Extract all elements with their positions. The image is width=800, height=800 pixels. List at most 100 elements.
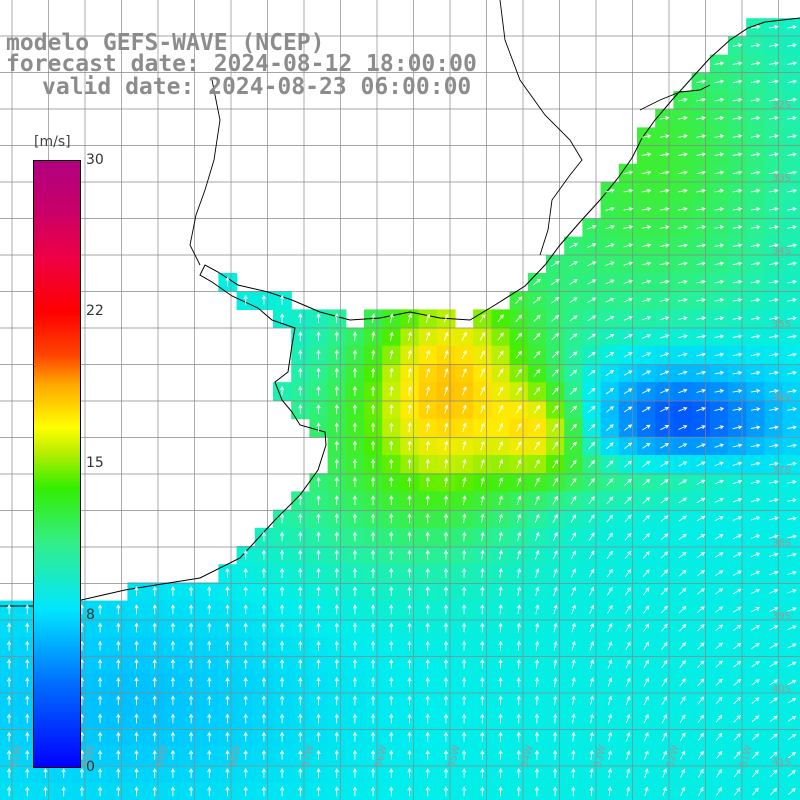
wind-arrow xyxy=(316,549,321,560)
wind-arrow xyxy=(769,479,779,485)
wind-arrow xyxy=(280,294,285,305)
wind-arrow xyxy=(769,661,779,667)
wind-arrow xyxy=(659,206,670,212)
wind-arrow xyxy=(407,640,412,651)
lat-label: 36S xyxy=(772,392,791,403)
wind-arrow xyxy=(280,677,285,687)
wind-arrow xyxy=(316,567,321,578)
wind-arrow xyxy=(334,749,339,760)
wind-arrow xyxy=(515,350,523,359)
wind-arrow xyxy=(407,695,412,706)
wind-arrow xyxy=(407,586,412,596)
wind-arrow xyxy=(498,622,503,633)
wind-arrow xyxy=(732,588,742,595)
wind-arrow xyxy=(498,495,503,505)
wind-arrow xyxy=(98,640,103,651)
wind-arrow xyxy=(352,677,357,687)
wind-arrow xyxy=(605,243,615,248)
wind-arrow xyxy=(551,369,559,377)
wind-arrow xyxy=(243,567,248,578)
wind-arrow xyxy=(389,749,394,760)
wind-arrow xyxy=(714,316,725,321)
wind-arrow xyxy=(389,549,394,560)
wind-arrow xyxy=(116,622,121,633)
wind-arrow xyxy=(480,768,485,778)
wind-arrow xyxy=(516,731,521,742)
wind-arrow xyxy=(678,225,688,230)
wind-arrow xyxy=(280,749,285,760)
wind-arrow xyxy=(7,658,12,669)
wind-arrow xyxy=(243,640,248,651)
wind-arrow xyxy=(696,297,707,303)
wind-arrow xyxy=(407,404,412,415)
wind-arrow xyxy=(316,404,321,414)
wind-arrow xyxy=(714,79,725,84)
wind-arrow xyxy=(535,604,540,615)
title-forecast-date: forecast date: 2024-08-12 18:00:00 xyxy=(6,51,477,77)
wind-arrow xyxy=(170,749,175,760)
wind-arrow xyxy=(661,623,668,632)
wind-arrow xyxy=(625,605,631,614)
wind-arrow xyxy=(732,206,743,212)
wind-arrow xyxy=(696,570,706,577)
wind-arrow xyxy=(769,679,779,686)
wind-arrow xyxy=(461,331,467,341)
wind-arrow xyxy=(659,152,670,157)
wind-arrow xyxy=(7,640,12,651)
wind-arrow xyxy=(425,513,430,524)
wind-arrow xyxy=(625,641,631,651)
wind-arrow xyxy=(588,568,595,578)
wind-arrow xyxy=(624,478,632,486)
wind-arrow xyxy=(261,695,266,706)
wind-arrow xyxy=(570,441,577,450)
wind-arrow xyxy=(678,316,688,321)
wind-arrow xyxy=(553,713,558,724)
wind-arrow xyxy=(571,586,576,596)
wind-arrow xyxy=(407,731,412,742)
wind-arrow xyxy=(588,496,595,505)
wind-arrow xyxy=(462,567,467,578)
wind-arrow xyxy=(462,513,467,524)
wind-arrow xyxy=(352,440,357,451)
wind-arrow xyxy=(316,677,321,687)
wind-arrow xyxy=(714,297,725,303)
wind-arrow xyxy=(570,550,576,560)
wind-arrow xyxy=(480,731,485,742)
wind-arrow xyxy=(624,424,633,431)
wind-arrow xyxy=(751,679,760,686)
wind-arrow xyxy=(461,368,467,378)
colorbar-tick-22: 22 xyxy=(86,303,104,319)
wind-arrow xyxy=(732,425,743,430)
wind-arrow xyxy=(316,422,321,433)
wind-arrow xyxy=(732,152,743,157)
wind-arrow xyxy=(371,385,376,396)
wind-arrow xyxy=(516,622,521,633)
wind-arrow xyxy=(61,768,66,778)
wind-arrow xyxy=(316,731,321,742)
wind-arrow xyxy=(551,296,560,304)
wind-arrow xyxy=(389,458,394,469)
wind-arrow xyxy=(696,115,707,121)
wind-arrow xyxy=(569,369,578,377)
wind-arrow xyxy=(316,749,321,760)
wind-arrow xyxy=(407,713,412,724)
wind-arrow xyxy=(462,404,467,414)
wind-arrow xyxy=(698,786,704,796)
wind-arrow xyxy=(733,715,741,723)
wind-arrow xyxy=(425,658,430,669)
wind-arrow xyxy=(659,170,670,175)
wind-arrow xyxy=(787,715,797,722)
wind-arrow xyxy=(768,516,779,521)
wind-arrow xyxy=(659,225,670,230)
wind-arrow xyxy=(352,513,357,524)
wind-arrow xyxy=(79,768,84,778)
wind-arrow xyxy=(623,261,634,266)
wind-arrow xyxy=(152,731,157,742)
wind-arrow xyxy=(714,115,725,121)
wind-arrow xyxy=(624,568,632,578)
wind-arrow xyxy=(134,713,139,724)
wind-arrow xyxy=(170,622,175,633)
wind-arrow xyxy=(679,696,686,705)
wind-arrow xyxy=(480,531,485,542)
wind-arrow xyxy=(569,351,578,359)
